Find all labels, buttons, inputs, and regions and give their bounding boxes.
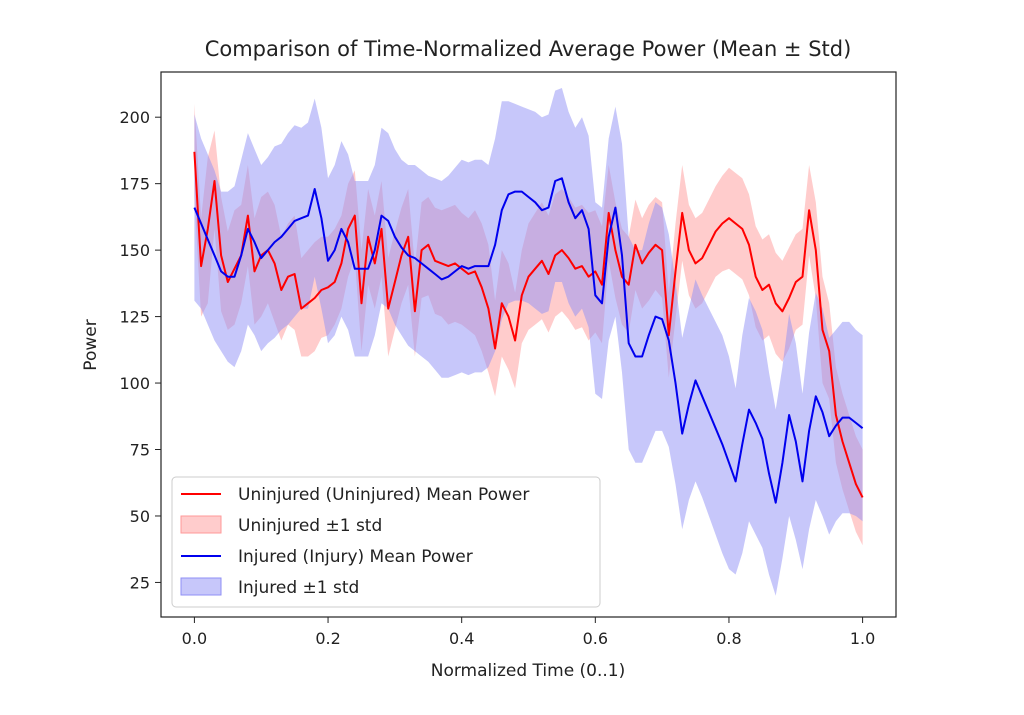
uninjured-std-band	[194, 103, 863, 546]
legend-injured-mean-label: Injured (Injury) Mean Power	[238, 547, 473, 567]
y-tick-label: 175	[119, 175, 150, 194]
x-tick-label: 0.6	[583, 629, 608, 648]
x-tick-label: 0.8	[716, 629, 741, 648]
x-tick-label: 1.0	[850, 629, 875, 648]
y-tick-label: 150	[119, 241, 150, 260]
y-axis-label: Power	[81, 319, 101, 370]
x-axis-label: Normalized Time (0..1)	[431, 661, 626, 681]
y-tick-label: 50	[130, 507, 150, 526]
injured-mean-line	[193, 177, 864, 504]
y-tick-label: 75	[130, 441, 150, 460]
legend-box	[171, 476, 601, 608]
uninjured-mean-line	[193, 151, 864, 498]
chart-title: Comparison of Time-Normalized Average Po…	[205, 37, 852, 61]
y-tick-label: 125	[119, 308, 150, 327]
plot-frame	[160, 71, 897, 618]
y-tick-label: 200	[119, 108, 150, 127]
y-tick-label: 25	[130, 573, 150, 592]
x-tick-label: 0.2	[315, 629, 340, 648]
x-tick-label: 0.0	[182, 629, 207, 648]
y-tick-label: 100	[119, 374, 150, 393]
plot-area	[193, 88, 864, 596]
injured-std-band	[194, 88, 863, 596]
legend: Uninjured (Uninjured) Mean Power Uninjur…	[171, 476, 601, 608]
legend-uninjured-mean-label: Uninjured (Uninjured) Mean Power	[238, 485, 529, 505]
legend-injured-std-label: Injured ±1 std	[238, 578, 359, 598]
x-axis: 0.0 0.2 0.4 0.6 0.8 1.0	[182, 617, 875, 648]
legend-uninjured-std-label: Uninjured ±1 std	[238, 516, 382, 536]
x-tick-label: 0.4	[449, 629, 474, 648]
y-axis: 25 50 75 100 125 150 175 200	[119, 108, 161, 592]
legend-injured-std-swatch	[180, 577, 222, 596]
legend-uninjured-std-swatch	[180, 515, 222, 534]
